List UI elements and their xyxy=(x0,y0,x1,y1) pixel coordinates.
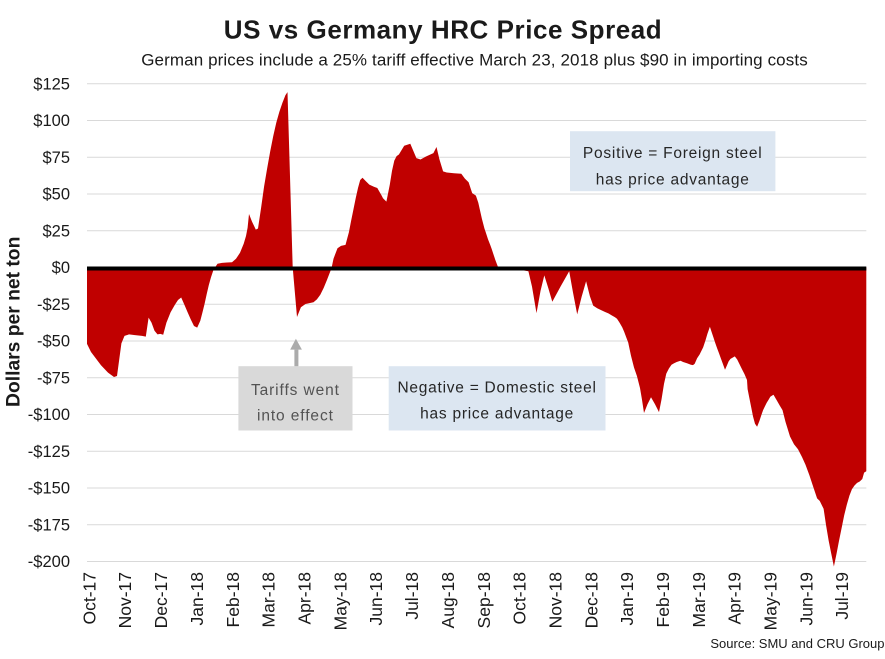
svg-text:Nov-18: Nov-18 xyxy=(545,572,565,628)
svg-text:Aug-18: Aug-18 xyxy=(438,572,458,628)
svg-text:Feb-18: Feb-18 xyxy=(223,572,243,627)
svg-text:-$50: -$50 xyxy=(37,333,70,351)
svg-text:-$125: -$125 xyxy=(28,443,70,461)
svg-text:Tariffs went: Tariffs went xyxy=(251,382,340,399)
svg-text:Feb-19: Feb-19 xyxy=(653,572,673,627)
svg-text:-$150: -$150 xyxy=(28,480,70,498)
svg-text:has price advantage: has price advantage xyxy=(596,171,750,188)
svg-text:$100: $100 xyxy=(33,112,70,130)
svg-text:-$200: -$200 xyxy=(28,553,70,571)
svg-text:US vs Germany HRC Price Spread: US vs Germany HRC Price Spread xyxy=(224,15,662,45)
svg-text:-$25: -$25 xyxy=(37,296,70,314)
svg-text:$0: $0 xyxy=(52,259,70,277)
svg-text:Oct-17: Oct-17 xyxy=(79,572,99,625)
svg-text:Jun-19: Jun-19 xyxy=(796,572,816,626)
svg-text:Positive = Foreign steel: Positive = Foreign steel xyxy=(583,145,763,162)
svg-text:May-19: May-19 xyxy=(761,572,781,630)
svg-text:Jun-18: Jun-18 xyxy=(366,572,386,626)
svg-text:Dollars per net ton: Dollars per net ton xyxy=(4,237,25,407)
svg-text:Jan-18: Jan-18 xyxy=(187,572,207,626)
svg-text:Sep-18: Sep-18 xyxy=(474,572,494,628)
svg-text:Apr-19: Apr-19 xyxy=(725,572,745,625)
svg-text:Source: SMU and CRU Group: Source: SMU and CRU Group xyxy=(710,636,884,651)
svg-text:$125: $125 xyxy=(33,76,70,94)
svg-text:Dec-18: Dec-18 xyxy=(581,572,601,628)
svg-text:into effect: into effect xyxy=(257,408,334,425)
svg-text:Mar-18: Mar-18 xyxy=(259,572,279,627)
svg-text:-$175: -$175 xyxy=(28,517,70,535)
svg-text:$25: $25 xyxy=(42,222,70,240)
svg-text:Jul-19: Jul-19 xyxy=(832,572,852,620)
svg-text:Jan-19: Jan-19 xyxy=(617,572,637,626)
svg-text:Jul-18: Jul-18 xyxy=(402,572,422,620)
svg-text:Apr-18: Apr-18 xyxy=(295,572,315,625)
svg-text:Mar-19: Mar-19 xyxy=(689,572,709,627)
svg-text:$75: $75 xyxy=(42,149,70,167)
svg-text:Negative = Domestic steel: Negative = Domestic steel xyxy=(397,380,596,397)
svg-text:-$100: -$100 xyxy=(28,406,70,424)
svg-text:Nov-17: Nov-17 xyxy=(115,572,135,628)
svg-text:May-18: May-18 xyxy=(330,572,350,630)
svg-text:-$75: -$75 xyxy=(37,369,70,387)
svg-text:Oct-18: Oct-18 xyxy=(510,572,530,625)
svg-text:has price advantage: has price advantage xyxy=(420,405,574,422)
svg-text:$50: $50 xyxy=(42,186,70,204)
svg-text:Dec-17: Dec-17 xyxy=(151,572,171,628)
svg-text:German prices include a 25% ta: German prices include a 25% tariff effec… xyxy=(141,51,808,70)
